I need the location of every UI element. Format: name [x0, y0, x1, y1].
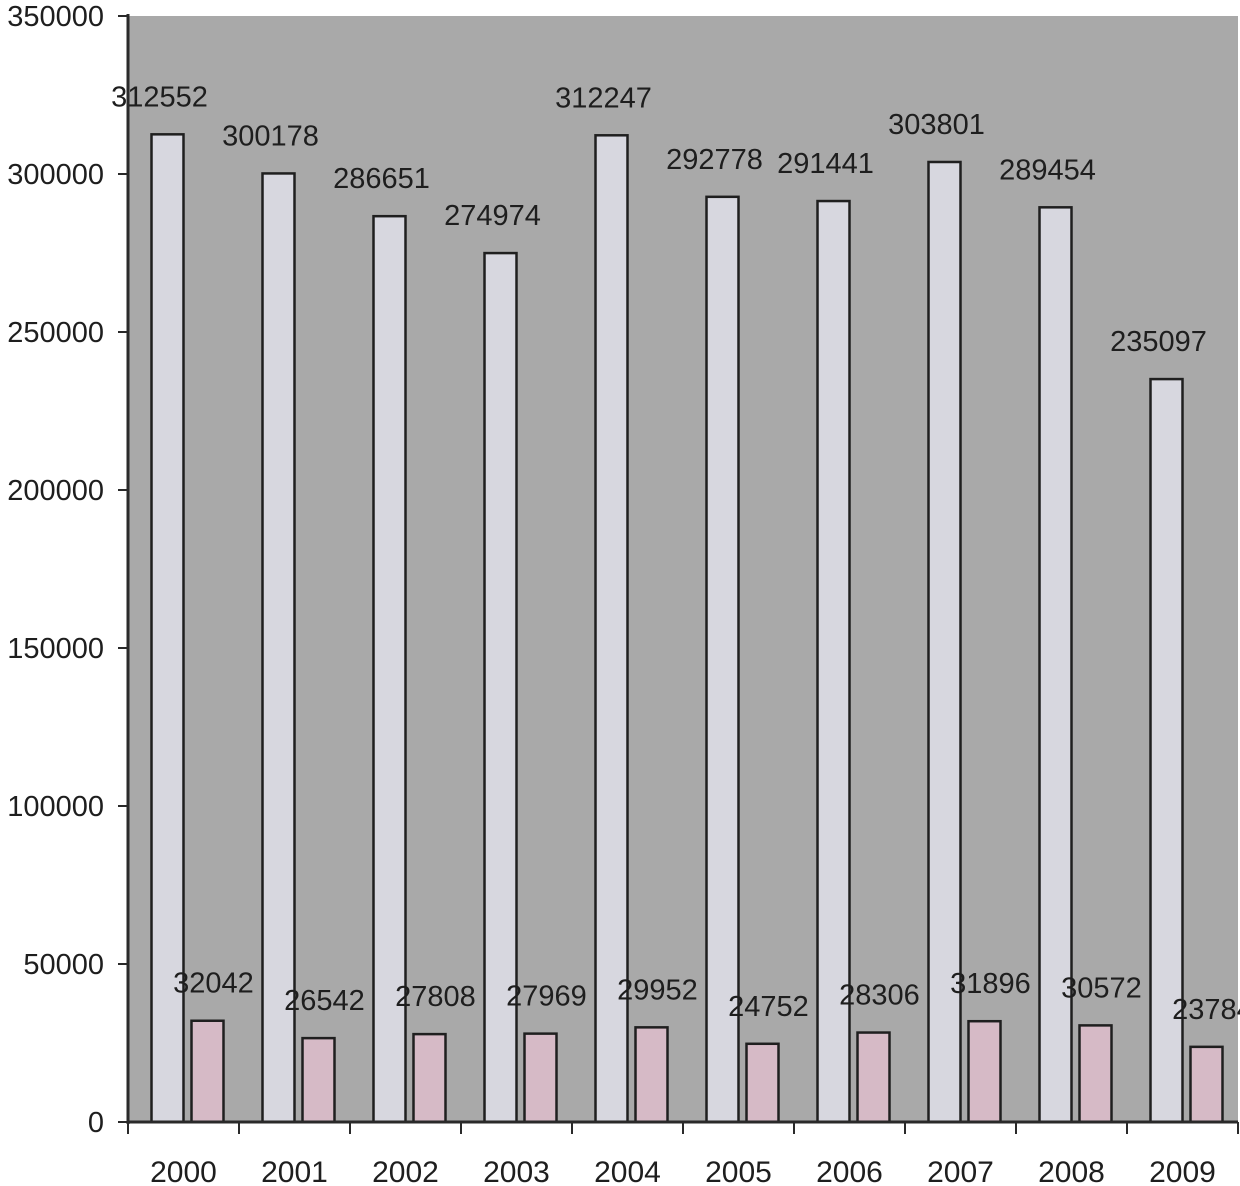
bar-series-2 [1189, 1045, 1224, 1124]
data-label-series-2: 24752 [728, 991, 809, 1023]
y-tick-label: 350000 [7, 1, 104, 33]
bar-series-2 [412, 1032, 447, 1124]
data-label-series-2: 29952 [617, 974, 698, 1006]
bar-series-2 [634, 1026, 669, 1124]
x-tick-label: 2004 [594, 1156, 661, 1186]
data-label-series-2: 28306 [839, 980, 920, 1012]
data-label-series-1: 286651 [333, 163, 430, 195]
data-label-series-1: 235097 [1110, 326, 1207, 358]
x-tick-label: 2001 [261, 1156, 328, 1186]
x-tick-label: 2009 [1149, 1156, 1216, 1186]
data-label-series-1: 274974 [444, 200, 541, 232]
y-tick-label: 100000 [7, 791, 104, 823]
y-tick-label: 50000 [23, 949, 104, 981]
bar-series-2 [190, 1019, 225, 1124]
x-tick-label: 2003 [483, 1156, 550, 1186]
bar-series-2 [1078, 1024, 1113, 1124]
data-label-series-2: 32042 [173, 968, 254, 1000]
data-label-series-2: 27969 [506, 981, 587, 1013]
data-label-series-1: 300178 [222, 120, 319, 152]
y-tick-label: 150000 [7, 633, 104, 665]
y-tick-label: 0 [88, 1107, 104, 1139]
bar-series-2 [523, 1032, 558, 1124]
x-tick-label: 2002 [372, 1156, 439, 1186]
data-label-series-1: 291441 [777, 148, 874, 180]
x-tick-label: 2008 [1038, 1156, 1105, 1186]
y-tick-label: 200000 [7, 475, 104, 507]
y-tick-label: 300000 [7, 159, 104, 191]
x-tick-label: 2007 [927, 1156, 994, 1186]
data-label-series-1: 292778 [666, 144, 763, 176]
bar-series-1 [261, 172, 296, 1124]
bar-series-1 [1149, 377, 1184, 1124]
bar-series-2 [301, 1036, 336, 1124]
data-label-series-1: 312552 [111, 81, 208, 113]
bar-series-1 [483, 251, 518, 1124]
data-label-series-2: 23784 [1172, 994, 1240, 1026]
y-tick-label: 250000 [7, 317, 104, 349]
bar-series-1 [1038, 206, 1073, 1124]
x-tick-label: 2005 [705, 1156, 772, 1186]
bar-series-2 [856, 1031, 891, 1124]
bar-series-1 [372, 214, 407, 1124]
data-label-series-2: 27808 [395, 981, 476, 1013]
bar-series-1 [705, 195, 740, 1124]
bar-series-2 [745, 1042, 780, 1124]
data-label-series-2: 26542 [284, 985, 365, 1017]
bar-series-2 [967, 1019, 1002, 1124]
data-label-series-1: 312247 [555, 82, 652, 114]
bar-series-1 [150, 133, 185, 1124]
data-label-series-2: 31896 [950, 968, 1031, 1000]
data-label-series-1: 303801 [888, 109, 985, 141]
x-tick-label: 2000 [150, 1156, 217, 1186]
data-label-series-1: 289454 [999, 154, 1096, 186]
data-label-series-2: 30572 [1061, 972, 1142, 1004]
x-tick-label: 2006 [816, 1156, 883, 1186]
